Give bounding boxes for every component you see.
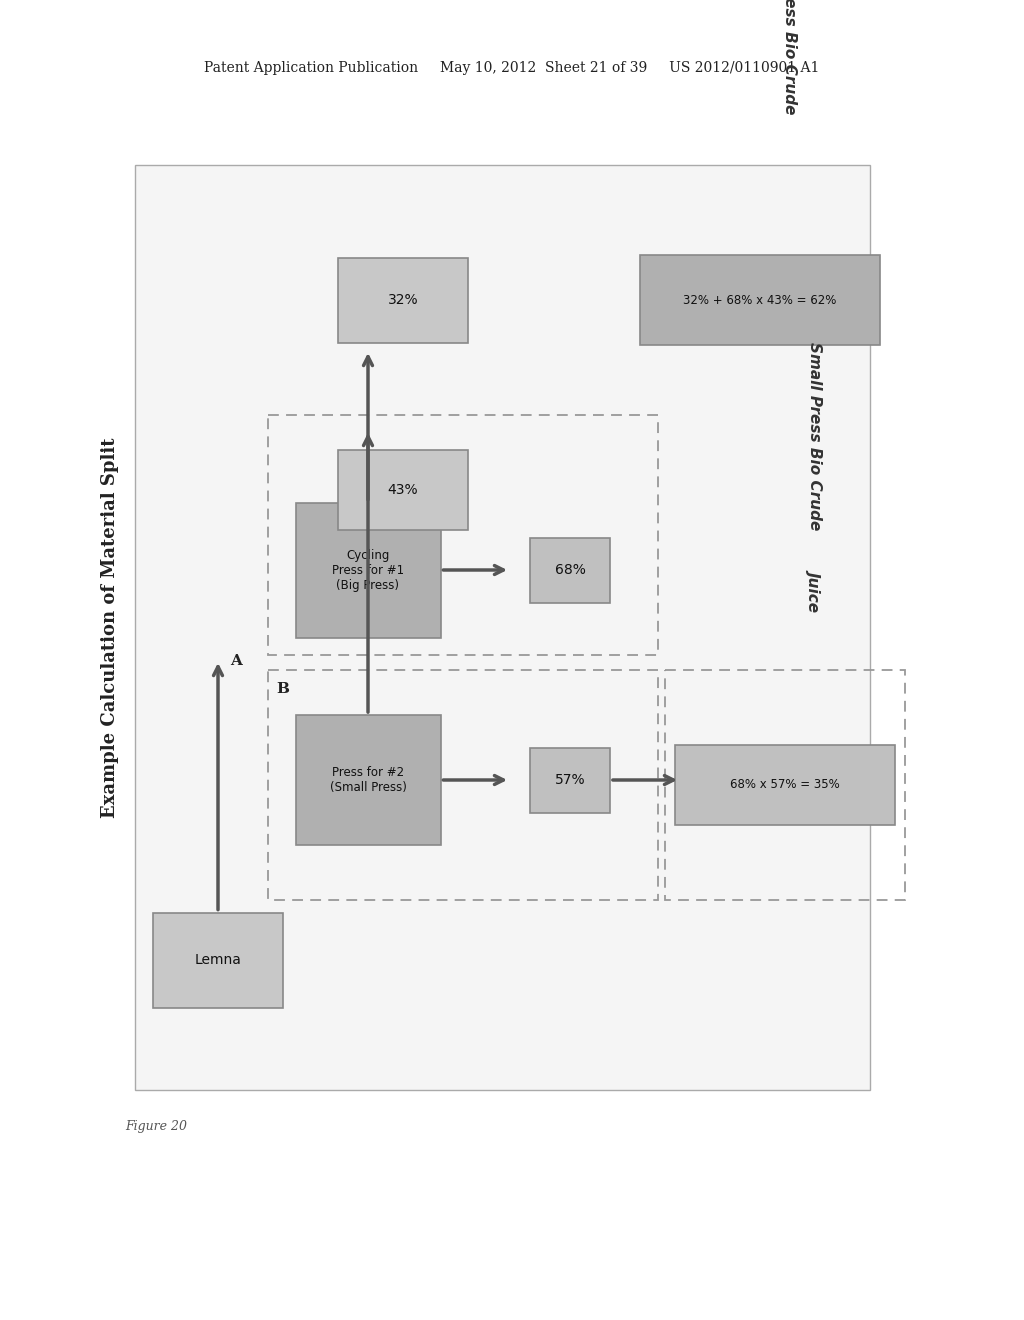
Text: 32% + 68% x 43% = 62%: 32% + 68% x 43% = 62% <box>683 293 837 306</box>
Text: 43%: 43% <box>388 483 419 498</box>
Text: B: B <box>276 682 289 696</box>
Bar <box>338 257 468 342</box>
Text: 68% x 57% = 35%: 68% x 57% = 35% <box>730 779 840 792</box>
Bar <box>296 503 440 638</box>
Text: 57%: 57% <box>555 774 586 787</box>
Bar <box>296 715 440 845</box>
Text: Press for #2
(Small Press): Press for #2 (Small Press) <box>330 766 407 795</box>
Bar <box>268 671 658 900</box>
Text: Small Press Bio Crude: Small Press Bio Crude <box>808 342 822 531</box>
Text: Patent Application Publication     May 10, 2012  Sheet 21 of 39     US 2012/0110: Patent Application Publication May 10, 2… <box>205 61 819 75</box>
Bar <box>153 912 283 1007</box>
Bar <box>268 414 658 655</box>
Text: Example Calculation of Material Split: Example Calculation of Material Split <box>101 437 119 818</box>
Bar <box>665 671 905 900</box>
Bar <box>338 450 468 531</box>
Text: 68%: 68% <box>555 564 586 577</box>
Text: 32%: 32% <box>388 293 419 308</box>
Text: Lemna: Lemna <box>195 953 242 968</box>
Text: Cycling
Press for #1
(Big Press): Cycling Press for #1 (Big Press) <box>332 549 404 591</box>
Bar <box>530 537 610 602</box>
Text: Juice: Juice <box>808 569 822 610</box>
Text: Big Press Bio Crude: Big Press Bio Crude <box>782 0 798 115</box>
Text: A: A <box>230 653 242 668</box>
Text: Figure 20: Figure 20 <box>125 1119 187 1133</box>
Bar <box>530 747 610 813</box>
Bar <box>675 744 895 825</box>
Bar <box>640 255 880 345</box>
Bar <box>135 165 870 1090</box>
